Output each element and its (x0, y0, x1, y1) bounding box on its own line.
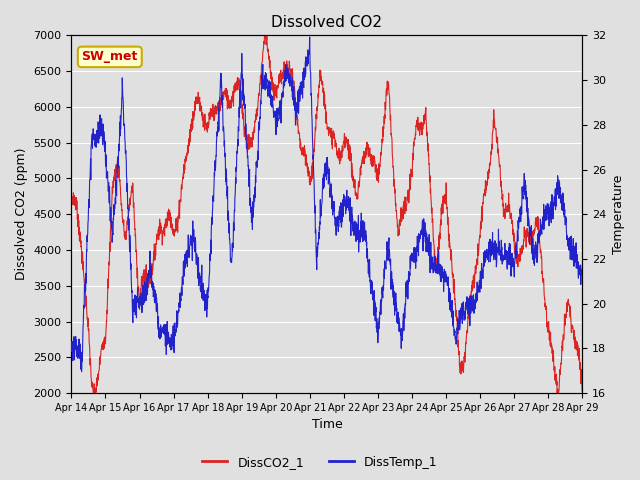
Y-axis label: Dissolved CO2 (ppm): Dissolved CO2 (ppm) (15, 148, 28, 280)
Y-axis label: Temperature: Temperature (612, 175, 625, 254)
X-axis label: Time: Time (312, 419, 342, 432)
Legend: DissCO2_1, DissTemp_1: DissCO2_1, DissTemp_1 (197, 451, 443, 474)
Title: Dissolved CO2: Dissolved CO2 (271, 15, 383, 30)
Text: SW_met: SW_met (82, 50, 138, 63)
